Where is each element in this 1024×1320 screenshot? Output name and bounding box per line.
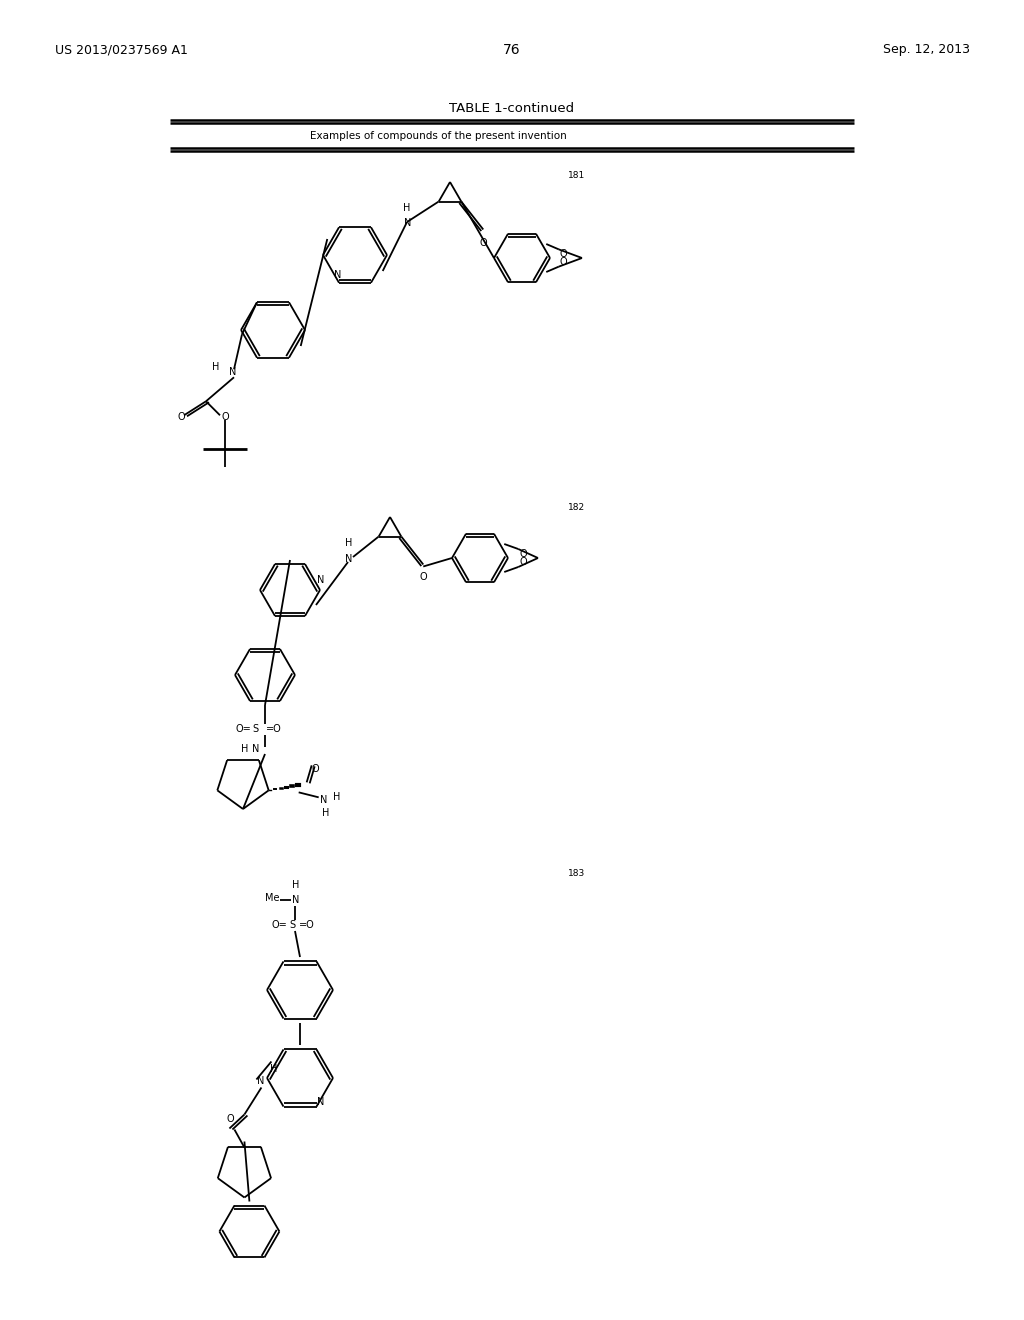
Text: N: N [257, 1077, 265, 1086]
Text: O=: O= [234, 723, 251, 734]
Text: 181: 181 [568, 170, 586, 180]
Text: O: O [226, 1114, 234, 1125]
Text: H: H [345, 539, 352, 548]
Text: Examples of compounds of the present invention: Examples of compounds of the present inv… [310, 131, 566, 141]
Text: US 2013/0237569 A1: US 2013/0237569 A1 [55, 44, 187, 57]
Text: O: O [419, 573, 427, 582]
Text: N: N [252, 744, 259, 754]
Text: O: O [519, 549, 527, 558]
Text: O: O [177, 412, 184, 422]
Text: O: O [221, 412, 228, 422]
Text: O: O [560, 256, 567, 267]
Text: N: N [292, 895, 299, 906]
Text: TABLE 1-continued: TABLE 1-continued [450, 102, 574, 115]
Text: 182: 182 [568, 503, 585, 512]
Text: H: H [292, 880, 299, 890]
Text: N: N [317, 576, 325, 585]
Text: Me: Me [265, 894, 280, 903]
Text: N: N [317, 1097, 325, 1106]
Text: H: H [333, 792, 340, 803]
Text: O: O [311, 764, 319, 775]
Text: H: H [322, 808, 329, 818]
Text: N: N [229, 367, 237, 378]
Text: N: N [404, 218, 412, 228]
Text: H: H [212, 362, 219, 372]
Text: O: O [519, 557, 527, 568]
Text: N: N [334, 269, 341, 280]
Text: =O: =O [266, 723, 282, 734]
Text: =O: =O [299, 920, 314, 931]
Text: N: N [345, 554, 352, 564]
Text: N: N [319, 796, 327, 805]
Text: 183: 183 [568, 869, 586, 878]
Text: O=: O= [272, 920, 288, 931]
Text: O: O [479, 239, 486, 248]
Text: Sep. 12, 2013: Sep. 12, 2013 [883, 44, 970, 57]
Text: H: H [403, 203, 411, 213]
Text: O: O [560, 249, 567, 260]
Text: H: H [241, 744, 249, 754]
Text: H: H [270, 1064, 278, 1074]
Text: 76: 76 [503, 44, 521, 57]
Text: S: S [289, 920, 295, 931]
Text: S: S [252, 723, 258, 734]
